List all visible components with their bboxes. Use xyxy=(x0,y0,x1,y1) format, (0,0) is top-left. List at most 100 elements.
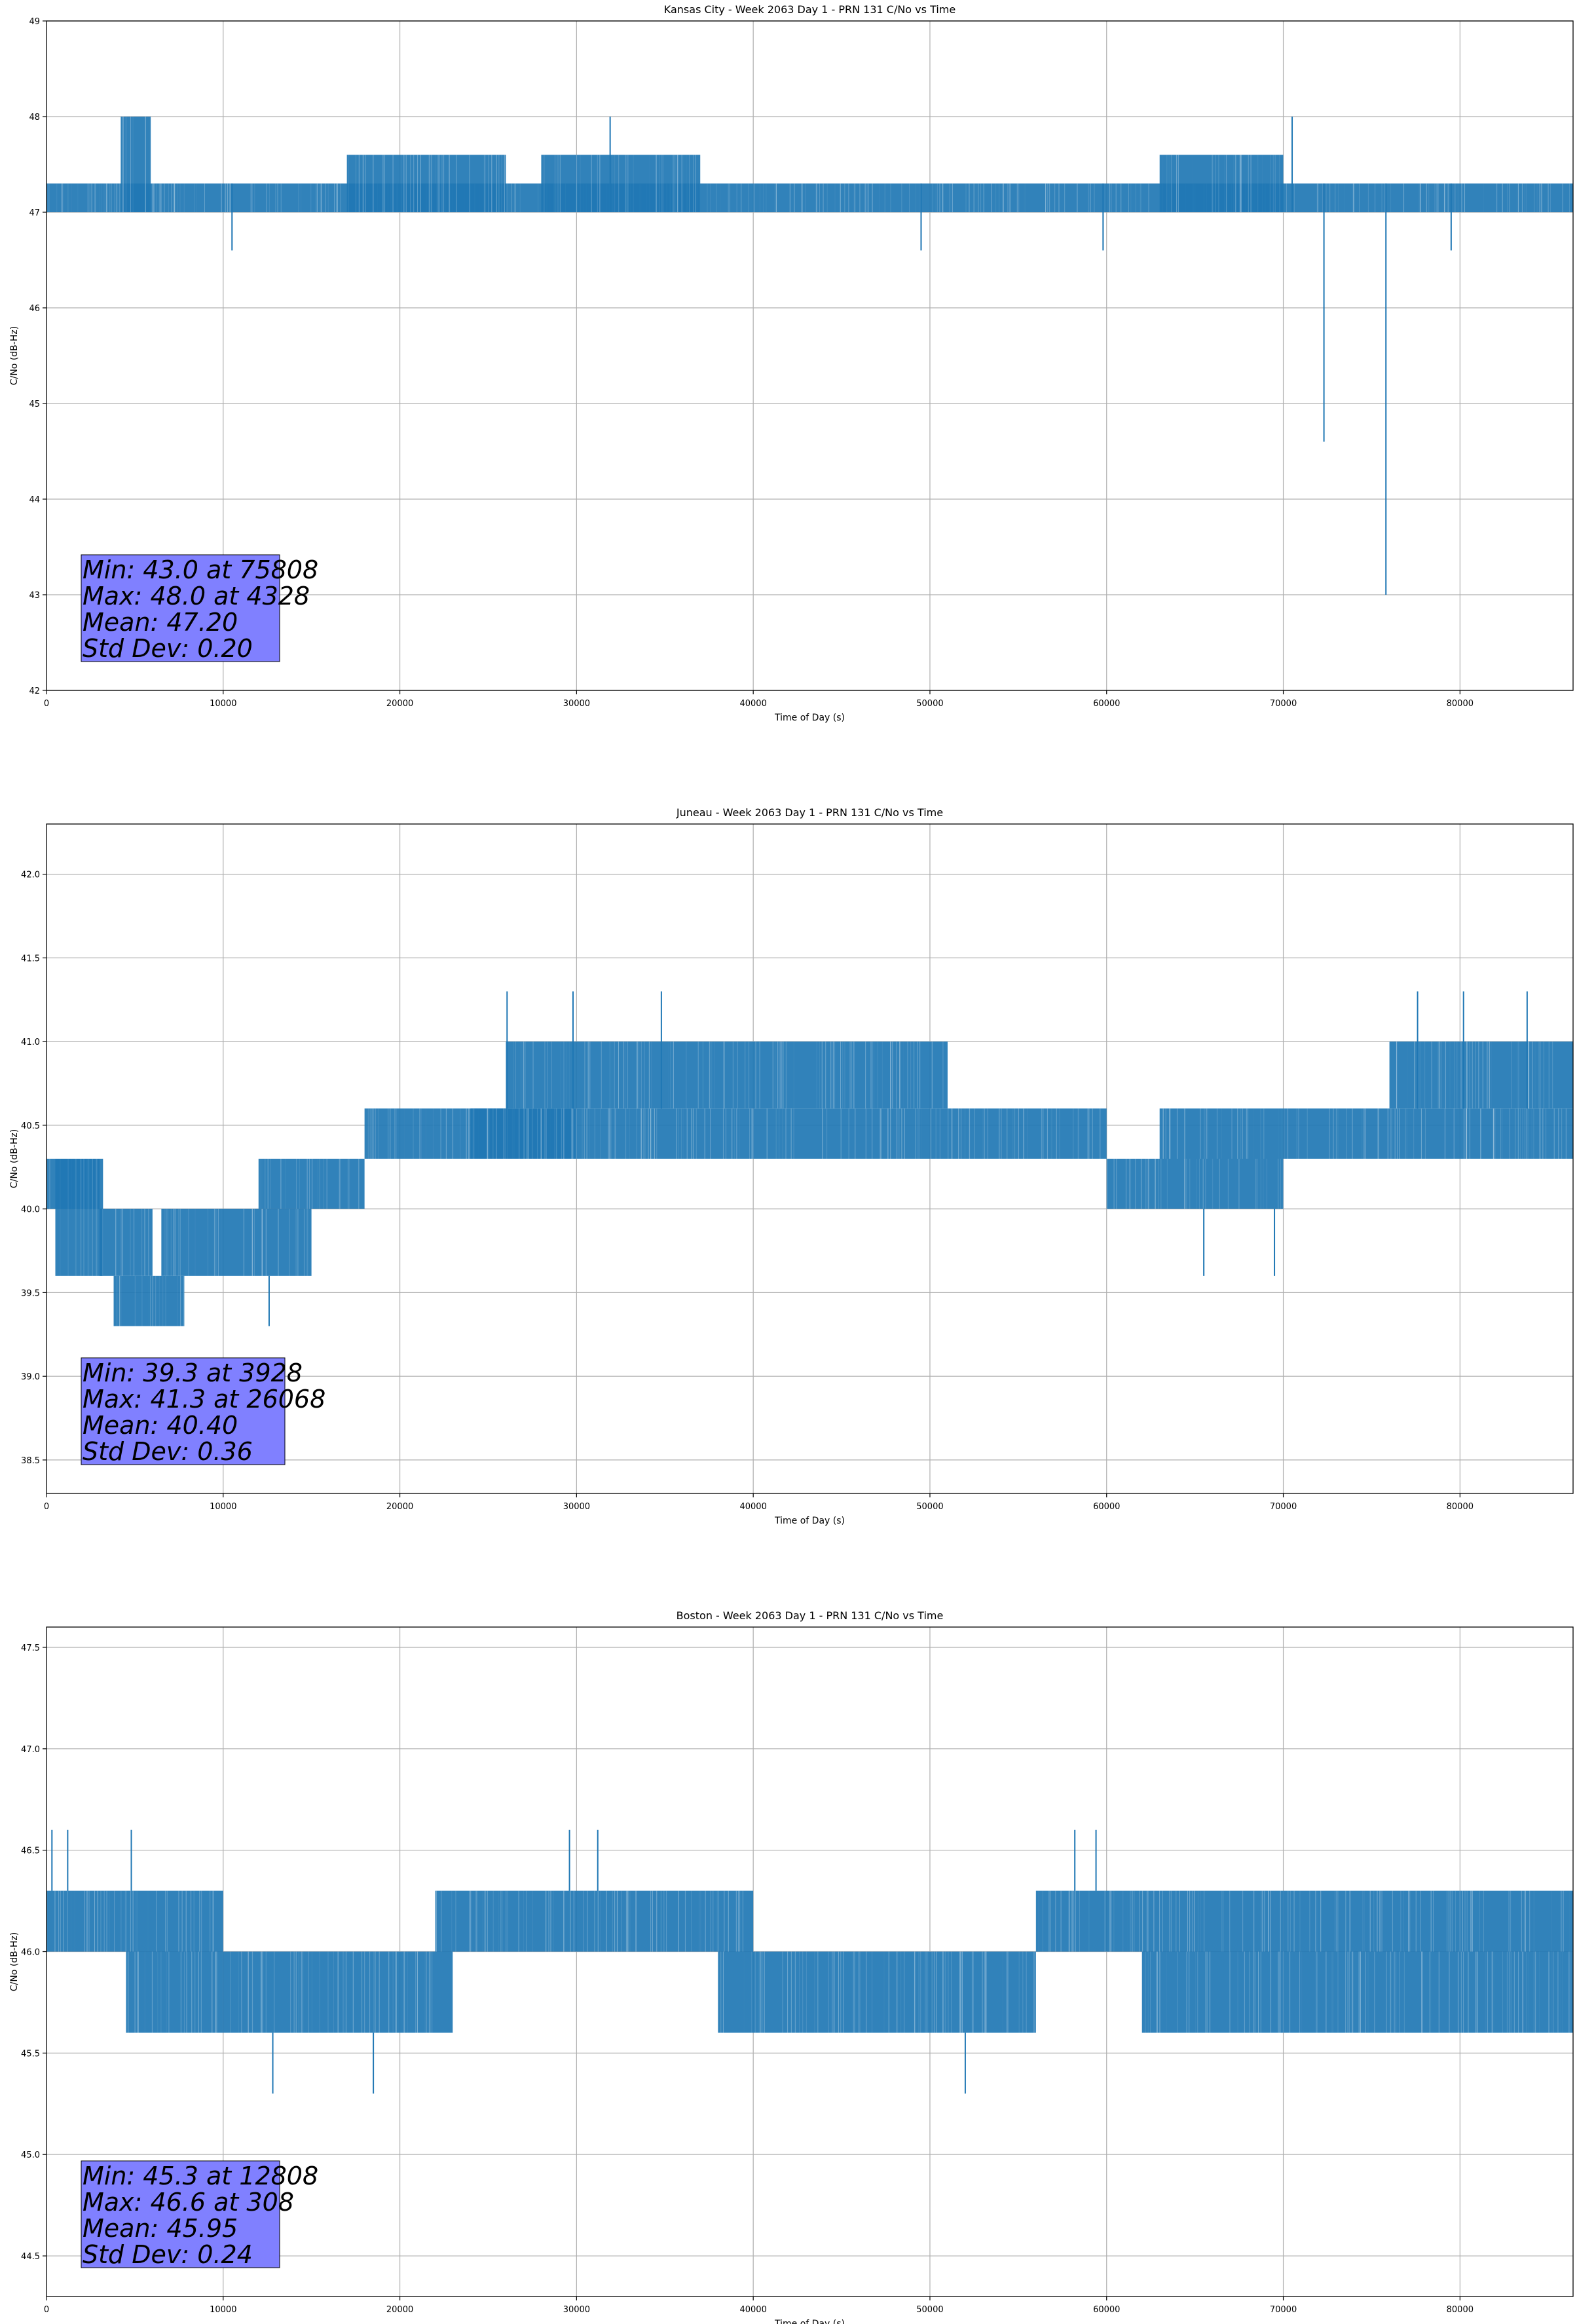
stats-line: Min: 39.3 at 3928 xyxy=(83,1359,303,1387)
data-band xyxy=(1389,1041,1573,1109)
x-tick-label: 10000 xyxy=(210,1502,236,1512)
y-tick-label: 44 xyxy=(29,495,40,505)
y-tick-label: 39.5 xyxy=(21,1288,40,1298)
data-band xyxy=(113,1275,185,1326)
x-tick-label: 0 xyxy=(44,699,49,709)
x-tick-label: 80000 xyxy=(1447,699,1474,709)
x-tick-label: 60000 xyxy=(1093,1502,1120,1512)
chart-title: Juneau - Week 2063 Day 1 - PRN 131 C/No … xyxy=(676,806,943,819)
y-tick-label: 38.5 xyxy=(21,1456,40,1466)
y-tick-label: 47.5 xyxy=(21,1643,40,1653)
y-tick-label: 41.0 xyxy=(21,1038,40,1047)
chart-title: Boston - Week 2063 Day 1 - PRN 131 C/No … xyxy=(677,1609,944,1622)
y-axis-label: C/No (dB-Hz) xyxy=(9,326,20,385)
y-tick-label: 43 xyxy=(29,591,40,601)
data-band xyxy=(1106,1159,1284,1209)
chart-panel-2: 0 10000 20000 30000 40000 50000 60000 70000 8000… xyxy=(9,1609,1574,2324)
data-band xyxy=(223,1951,453,2033)
x-tick-label: 70000 xyxy=(1270,699,1297,709)
stats-line: Std Dev: 0.24 xyxy=(83,2240,253,2269)
data-band xyxy=(258,1159,365,1209)
stats-line: Max: 48.0 at 4328 xyxy=(83,582,310,610)
data-band xyxy=(523,1890,692,1952)
stats-line: Std Dev: 0.36 xyxy=(83,1437,253,1466)
stats-line: Max: 41.3 at 26068 xyxy=(83,1385,325,1414)
chart-panel-0: 0 10000 20000 30000 40000 50000 60000 70000 8000… xyxy=(9,3,1574,723)
y-tick-label: 42 xyxy=(29,686,40,696)
data-band xyxy=(46,1890,223,1952)
y-tick-label: 42.0 xyxy=(21,871,40,880)
x-tick-label: 70000 xyxy=(1270,1502,1297,1512)
data-band xyxy=(1283,1108,1573,1159)
stats-box-background xyxy=(81,2160,280,2268)
stats-line: Max: 46.6 at 308 xyxy=(83,2188,294,2217)
chart-title: Kansas City - Week 2063 Day 1 - PRN 131 … xyxy=(664,3,955,16)
x-tick-label: 30000 xyxy=(563,699,590,709)
data-band xyxy=(1141,1951,1573,2033)
axes-frame xyxy=(46,20,1574,691)
y-tick-label: 45.0 xyxy=(21,2150,40,2160)
data-band xyxy=(435,155,506,212)
data-band xyxy=(99,1209,153,1276)
data-band xyxy=(435,1890,524,1952)
x-tick-label: 30000 xyxy=(563,1502,590,1512)
data-band xyxy=(346,155,436,212)
x-tick-label: 20000 xyxy=(386,699,413,709)
x-tick-label: 50000 xyxy=(916,2305,943,2315)
stats-line: Std Dev: 0.20 xyxy=(83,634,253,663)
stats-line: Mean: 40.40 xyxy=(83,1411,238,1440)
x-tick-label: 50000 xyxy=(916,1502,943,1512)
y-tick-label: 41.5 xyxy=(21,954,40,964)
x-tick-label: 80000 xyxy=(1447,2305,1474,2315)
data-band xyxy=(718,1951,1036,2033)
y-tick-label: 46.0 xyxy=(21,1948,40,1958)
stats-box-background xyxy=(81,554,280,662)
x-tick-label: 50000 xyxy=(916,699,943,709)
x-tick-label: 70000 xyxy=(1270,2305,1297,2315)
y-tick-label: 40.5 xyxy=(21,1121,40,1131)
data-band xyxy=(46,183,1573,212)
chart-panel-1: 0 10000 20000 30000 40000 50000 60000 70000 8000… xyxy=(9,806,1574,1526)
data-band xyxy=(126,1951,223,2033)
stats-box-background xyxy=(81,1357,286,1465)
x-tick-label: 0 xyxy=(44,2305,49,2315)
data-band xyxy=(691,1890,754,1952)
x-tick-label: 10000 xyxy=(210,699,236,709)
series-cno xyxy=(46,117,1573,595)
axes-frame xyxy=(46,1626,1574,2297)
y-tick-label: 44.5 xyxy=(21,2252,40,2262)
series-cno xyxy=(46,991,1573,1326)
x-tick-label: 20000 xyxy=(386,1502,413,1512)
y-tick-label: 49 xyxy=(29,17,40,27)
y-axis-label: C/No (dB-Hz) xyxy=(9,1129,20,1188)
y-tick-label: 46 xyxy=(29,304,40,314)
data-band xyxy=(1035,1890,1573,1952)
y-tick-label: 46.5 xyxy=(21,1846,40,1856)
y-tick-label: 39.0 xyxy=(21,1372,40,1382)
y-tick-label: 48 xyxy=(29,113,40,122)
x-tick-label: 10000 xyxy=(210,2305,236,2315)
x-tick-label: 60000 xyxy=(1093,699,1120,709)
data-band xyxy=(1159,155,1284,212)
stats-line: Mean: 45.95 xyxy=(83,2214,238,2243)
x-tick-label: 40000 xyxy=(739,1502,766,1512)
data-band xyxy=(506,1041,948,1109)
x-axis-label: Time of Day (s) xyxy=(774,1516,845,1526)
y-tick-label: 45.5 xyxy=(21,2049,40,2059)
y-tick-label: 47.0 xyxy=(21,1745,40,1755)
x-axis-label: Time of Day (s) xyxy=(774,2319,845,2324)
y-tick-label: 40.0 xyxy=(21,1205,40,1215)
data-band xyxy=(541,155,701,212)
data-band xyxy=(161,1209,312,1276)
x-tick-label: 40000 xyxy=(739,699,766,709)
x-axis-label: Time of Day (s) xyxy=(774,713,845,723)
data-band xyxy=(965,1108,1107,1159)
data-band xyxy=(1159,1108,1284,1159)
x-tick-label: 30000 xyxy=(563,2305,590,2315)
data-band xyxy=(55,1159,103,1276)
stats-line: Mean: 47.20 xyxy=(83,608,238,637)
